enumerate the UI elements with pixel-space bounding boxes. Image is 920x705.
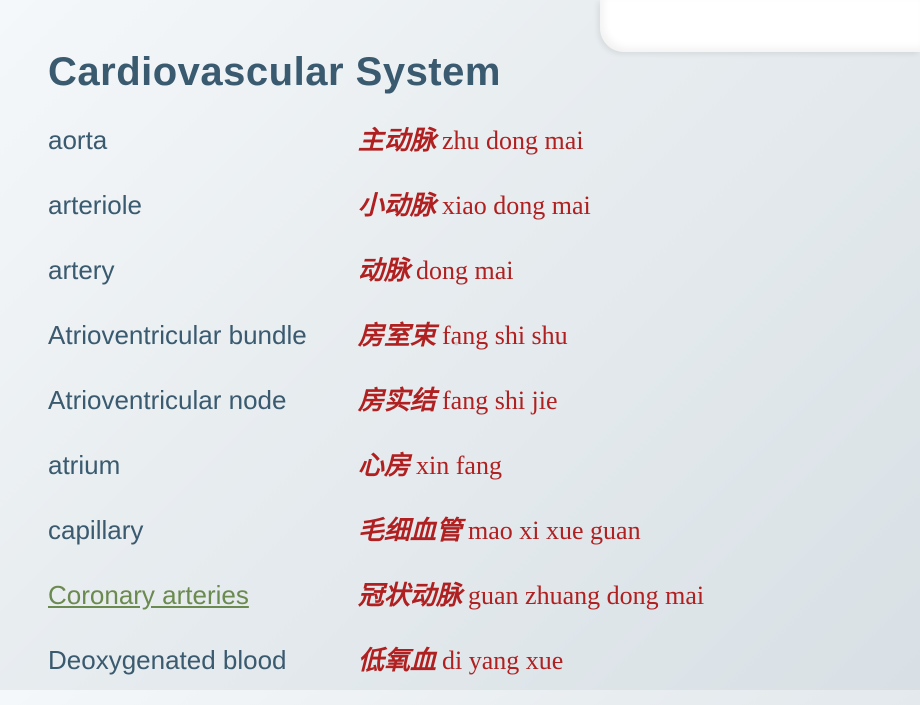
chinese-term: 冠状动脉guan zhuang dong mai: [358, 575, 880, 612]
vocabulary-grid: aorta 主动脉zhu dong mai arteriole 小动脉xiao …: [48, 120, 880, 705]
english-term: capillary: [48, 515, 358, 546]
pinyin-text: di yang xue: [442, 646, 563, 675]
hanzi-text: 动脉: [358, 256, 410, 285]
chinese-term: 毛细血管mao xi xue guan: [358, 510, 880, 547]
english-term: Deoxygenated blood: [48, 645, 358, 676]
pinyin-text: xiao dong mai: [442, 191, 591, 220]
term-row: Atrioventricular bundle 房室束fang shi shu: [48, 315, 880, 352]
chinese-term: 小动脉xiao dong mai: [358, 185, 880, 222]
pinyin-text: mao xi xue guan: [468, 516, 641, 545]
pinyin-text: fang shi shu: [442, 321, 568, 350]
hanzi-text: 房实结: [358, 386, 436, 415]
pinyin-text: xin fang: [416, 451, 502, 480]
english-term: Atrioventricular bundle: [48, 320, 358, 351]
english-term: arteriole: [48, 190, 358, 221]
term-row: artery 动脉dong mai: [48, 250, 880, 287]
hanzi-text: 冠状动脉: [358, 581, 462, 610]
chinese-term: 主动脉zhu dong mai: [358, 120, 880, 157]
english-term: aorta: [48, 125, 358, 156]
hanzi-text: 毛细血管: [358, 516, 462, 545]
hanzi-text: 心房: [358, 451, 410, 480]
term-row: aorta 主动脉zhu dong mai: [48, 120, 880, 157]
english-term-link[interactable]: Coronary arteries: [48, 580, 358, 611]
english-term: atrium: [48, 450, 358, 481]
slide-title: Cardiovascular System: [48, 50, 501, 95]
term-row: capillary 毛细血管mao xi xue guan: [48, 510, 880, 547]
chinese-term: 心房xin fang: [358, 445, 880, 482]
chinese-term: 动脉dong mai: [358, 250, 880, 287]
chinese-term: 房室束fang shi shu: [358, 315, 880, 352]
pinyin-text: guan zhuang dong mai: [468, 581, 704, 610]
hanzi-text: 低氧血: [358, 646, 436, 675]
pinyin-text: fang shi jie: [442, 386, 558, 415]
corner-tab-decoration: [600, 0, 920, 52]
term-row: Atrioventricular node 房实结fang shi jie: [48, 380, 880, 417]
term-row: Coronary arteries 冠状动脉guan zhuang dong m…: [48, 575, 880, 612]
hanzi-text: 房室束: [358, 321, 436, 350]
term-row: arteriole 小动脉xiao dong mai: [48, 185, 880, 222]
term-row: Deoxygenated blood 低氧血di yang xue: [48, 640, 880, 677]
bullet-marker-icon: •: [454, 335, 459, 351]
english-term: artery: [48, 255, 358, 286]
english-term: Atrioventricular node: [48, 385, 358, 416]
chinese-term: 低氧血di yang xue: [358, 640, 880, 677]
pinyin-text: zhu dong mai: [442, 126, 584, 155]
hanzi-text: 小动脉: [358, 191, 436, 220]
chinese-term: 房实结fang shi jie: [358, 380, 880, 417]
hanzi-text: 主动脉: [358, 126, 436, 155]
term-row: atrium 心房xin fang: [48, 445, 880, 482]
pinyin-text: dong mai: [416, 256, 514, 285]
